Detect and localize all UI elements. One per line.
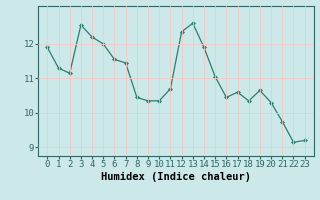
X-axis label: Humidex (Indice chaleur): Humidex (Indice chaleur) xyxy=(101,172,251,182)
